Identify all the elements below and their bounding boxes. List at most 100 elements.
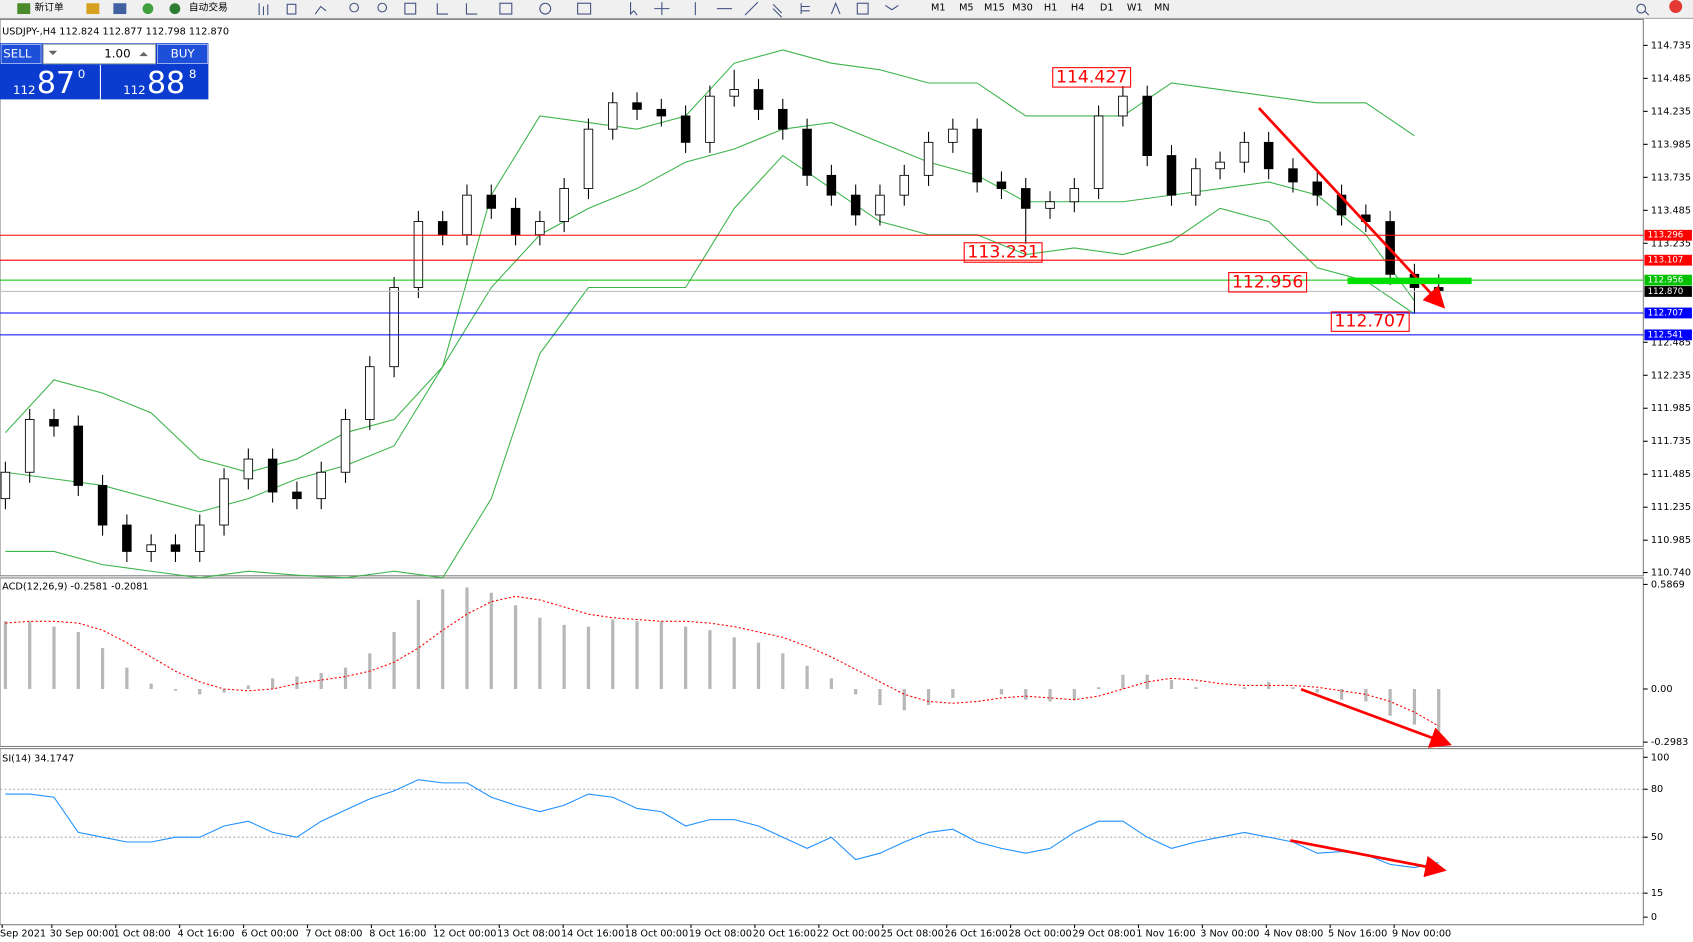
y-tick-label: 80 (1651, 784, 1663, 795)
toolbar-icon[interactable] (113, 3, 127, 15)
zoom-in-icon[interactable] (349, 2, 360, 13)
new-order-icon[interactable] (17, 3, 31, 15)
candle-body (170, 544, 181, 552)
timeframe-button[interactable]: M5 (959, 3, 974, 14)
toolbar-icon[interactable] (142, 3, 154, 15)
price-annotation[interactable]: 112.956 (1232, 272, 1303, 292)
periods-icon[interactable] (539, 2, 552, 15)
price-annotation[interactable]: 112.707 (1335, 312, 1406, 332)
candle-body (778, 108, 788, 130)
candle-body (899, 174, 910, 196)
candle-body (146, 544, 156, 552)
timeframe-button[interactable]: M30 (1012, 3, 1033, 14)
candle-body (753, 89, 764, 110)
candle-body (802, 128, 812, 176)
main-chart: 114.735 114.485 114.235 113.985 113.735 113.4… (0, 40, 1692, 579)
ask-big[interactable]: 112 (123, 83, 146, 97)
bid-big[interactable]: 112 (13, 83, 36, 97)
cursor-icon[interactable] (630, 2, 638, 16)
tile-icon[interactable] (404, 2, 417, 15)
channel-icon[interactable] (772, 3, 783, 18)
ask-small[interactable]: 8 (189, 67, 197, 81)
fibo-icon[interactable] (800, 3, 810, 15)
lots-value[interactable]: 1.00 (104, 47, 130, 61)
timeframe-button[interactable]: D1 (1100, 3, 1114, 14)
candle-body (219, 478, 229, 526)
trend-arrow[interactable] (1257, 107, 1446, 309)
rsi-label: SI(14) 34.1747 (2, 753, 74, 764)
timeframe-button[interactable]: MN (1154, 3, 1170, 14)
one-click-trading: SELL 1.00 BUY 112 87 0 112 88 8 (0, 43, 209, 101)
auto-trading-button[interactable]: 自动交易 (189, 1, 228, 14)
time-axis: Sep 2021 30 Sep 00:00 1 Oct 08:00 4 Oct 16:… (0, 924, 1451, 939)
timeframe-button[interactable]: W1 (1127, 3, 1143, 14)
candle-body (680, 115, 691, 143)
y-tick-label: 100 (1651, 752, 1670, 763)
candle-body (972, 128, 982, 183)
toolbar (0, 0, 1693, 19)
auto-trading-icon[interactable] (169, 3, 181, 15)
timeframe-button[interactable]: M15 (984, 3, 1005, 14)
text-icon[interactable] (830, 1, 841, 15)
macd-arrow[interactable] (1300, 687, 1452, 748)
line-icon[interactable] (314, 5, 327, 15)
timeframe-button[interactable]: H1 (1044, 3, 1057, 14)
buy-button[interactable] (157, 44, 208, 65)
candle-icon[interactable] (286, 3, 297, 15)
bid-main[interactable]: 87 (37, 66, 75, 101)
buy-label[interactable]: BUY (171, 47, 196, 61)
candle-body (389, 287, 399, 368)
shift-icon[interactable] (465, 3, 478, 15)
price-annotation[interactable]: 113.231 (967, 242, 1038, 262)
timeframe-button[interactable]: H4 (1071, 3, 1084, 14)
annotation-box[interactable] (1052, 67, 1132, 88)
candle-body (559, 188, 569, 222)
x-tick-label: 19 Oct 08:00 (689, 928, 752, 939)
price-annotation[interactable]: 114.427 (1056, 67, 1127, 87)
indicators-icon[interactable] (499, 2, 513, 15)
candle-body (1118, 95, 1128, 117)
y-tick-label: 111.985 (1651, 403, 1691, 414)
toolbar-icon[interactable] (86, 3, 100, 15)
scroll-icon[interactable] (436, 3, 449, 15)
zoom-out-icon[interactable] (377, 2, 388, 13)
search-icon[interactable] (1636, 3, 1650, 16)
lots-down[interactable] (48, 50, 58, 56)
sell-button[interactable] (0, 44, 42, 65)
timeframe-button[interactable]: M1 (931, 3, 946, 14)
new-order-button[interactable]: 新订单 (35, 1, 64, 14)
bid-small[interactable]: 0 (78, 67, 86, 81)
candle-body (73, 425, 84, 486)
candle-body (1093, 115, 1104, 189)
arrows-icon[interactable] (885, 4, 899, 11)
candle-body (1239, 141, 1250, 163)
y-tick-label: 50 (1651, 832, 1663, 843)
lots-up[interactable] (139, 51, 148, 57)
lots-input[interactable] (42, 43, 157, 65)
price-label-bg (1644, 329, 1692, 341)
x-tick-label: 20 Oct 16:00 (753, 928, 816, 939)
crosshair-icon[interactable] (654, 2, 670, 16)
x-tick-label: 14 Oct 16:00 (561, 928, 624, 939)
bar-chart-icon[interactable] (258, 3, 269, 16)
label-icon[interactable] (856, 2, 869, 15)
candle-body (632, 102, 642, 110)
bollinger-middle (5, 122, 1415, 513)
trendline-icon[interactable] (744, 1, 759, 16)
y-tick-label: 0 (1651, 912, 1657, 923)
y-tick-label: 114.485 (1651, 73, 1691, 84)
annotation-box[interactable] (1330, 311, 1410, 332)
rsi-arrow[interactable] (1290, 839, 1447, 878)
sell-label[interactable]: SELL (3, 47, 32, 61)
ask-main[interactable]: 88 (147, 66, 185, 101)
annotation-box[interactable] (1228, 272, 1308, 293)
level-highlight[interactable] (1347, 277, 1472, 285)
candle-body (607, 102, 618, 130)
candle-body (1288, 168, 1298, 183)
candle-body (510, 207, 521, 236)
annotation-box[interactable] (963, 242, 1043, 263)
notification-icon[interactable] (1669, 0, 1683, 13)
templates-icon[interactable] (577, 2, 592, 15)
candle-body (316, 471, 326, 500)
